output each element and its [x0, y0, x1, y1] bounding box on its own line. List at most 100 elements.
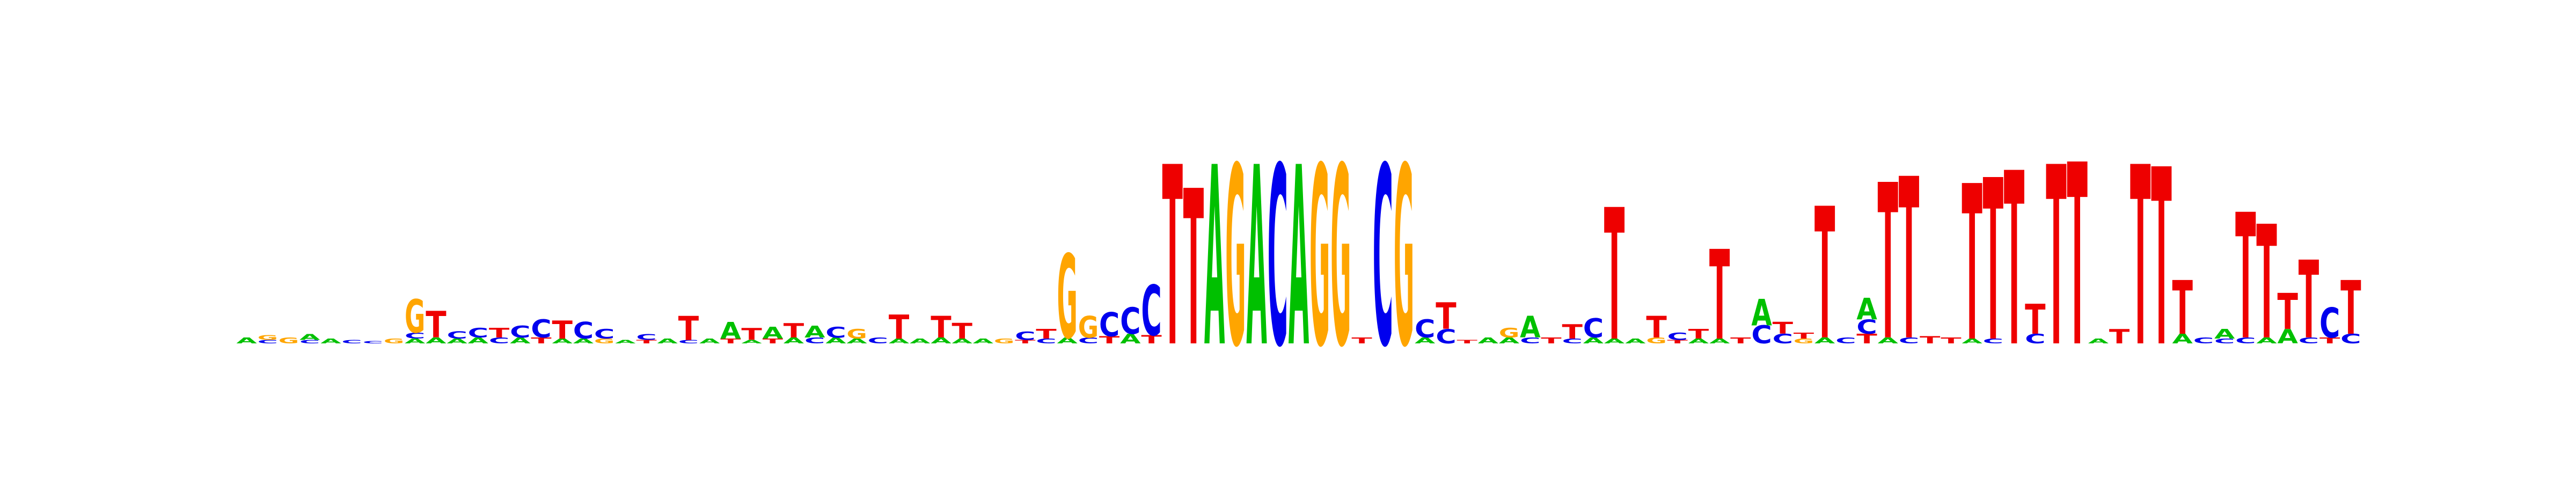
- logo-letter-stacks: A CG G CA A C C G ACG AT AC ACCT AC TC AT AC GC A TC A CT A TA…: [236, 113, 2361, 403]
- logo-letter-C-pos-42: C: [1099, 306, 1119, 344]
- logo-letter-T-pos-63: T: [1541, 336, 1561, 346]
- logo-letter-C-pos-11: C: [447, 330, 467, 341]
- logo-letter-T-pos-64: T: [1562, 321, 1583, 343]
- logo-letter-T-pos-74: T: [1773, 319, 1794, 338]
- logo-letter-T-pos-98: T: [2278, 283, 2298, 341]
- logo-letter-T-pos-66: T: [1604, 171, 1624, 381]
- logo-letter-C-pos-77: C: [1835, 336, 1856, 346]
- logo-letter-T-pos-10: T: [426, 304, 446, 346]
- logo-letter-T-pos-45: T: [1162, 116, 1183, 402]
- logo-letter-T-pos-79: T: [1878, 139, 1899, 387]
- logo-letter-T-pos-72: T: [1730, 336, 1751, 346]
- logo-letter-G-pos-61: G: [1499, 325, 1519, 341]
- logo-letter-G-pos-9: G: [405, 291, 425, 344]
- logo-letter-T-pos-22: T: [678, 309, 699, 348]
- logo-letter-T-pos-16: T: [552, 316, 573, 345]
- logo-letter-A-pos-26: A: [763, 324, 784, 343]
- logo-letter-C-pos-65: C: [1583, 313, 1604, 343]
- logo-letter-A-pos-36: A: [973, 337, 993, 345]
- logo-letter-C-pos-7: C: [363, 340, 383, 344]
- logo-letter-G-pos-37: G: [994, 337, 1014, 345]
- logo-letter-A-pos-49: A: [1246, 115, 1267, 401]
- logo-letter-A-pos-5: A: [320, 337, 341, 345]
- logo-letter-T-pos-13: T: [489, 326, 510, 341]
- logo-letter-A-pos-95: A: [2214, 327, 2235, 342]
- logo-letter-A-pos-33: A: [910, 337, 930, 345]
- logo-letter-T-pos-88: T: [2067, 113, 2088, 403]
- logo-letter-T-pos-71: T: [1709, 225, 1730, 368]
- logo-letter-C-pos-57: C: [1415, 314, 1435, 343]
- logo-letter-A-pos-19: A: [615, 339, 636, 345]
- logo-letter-T-pos-54: T: [1351, 336, 1372, 346]
- logo-letter-T-pos-32: T: [889, 308, 909, 347]
- logo-letter-A-pos-51: A: [1289, 115, 1309, 401]
- logo-letter-T-pos-83: T: [1962, 140, 1982, 388]
- logo-letter-T-pos-76: T: [1814, 170, 1835, 380]
- logo-letter-A-pos-28: A: [804, 322, 825, 342]
- logo-letter-C-pos-43: C: [1120, 301, 1140, 343]
- logo-letter-T-pos-87: T: [2046, 116, 2067, 402]
- logo-letter-G-pos-30: G: [846, 326, 867, 342]
- logo-letter-A-pos-47: A: [1204, 115, 1225, 401]
- logo-letter-G-pos-40: G: [1057, 231, 1078, 365]
- logo-letter-T-pos-82: T: [1941, 336, 1961, 346]
- logo-letter-T-pos-27: T: [784, 320, 804, 342]
- logo-letter-G-pos-2: G: [258, 334, 278, 341]
- logo-letter-A-pos-1: A: [236, 336, 257, 346]
- logo-letter-T-pos-84: T: [1983, 133, 2004, 391]
- logo-letter-C-pos-14: C: [510, 322, 530, 342]
- logo-letter-T-pos-96: T: [2235, 178, 2256, 378]
- logo-letter-A-pos-67: A: [1625, 337, 1645, 345]
- logo-letter-T-pos-34: T: [931, 310, 951, 344]
- logo-letter-C-pos-18: C: [594, 326, 614, 342]
- logo-letter-T-pos-85: T: [2004, 123, 2025, 400]
- logo-letter-A-pos-21: A: [657, 337, 678, 345]
- logo-letter-C-pos-17: C: [573, 318, 594, 344]
- logo-letter-T-pos-81: T: [1920, 334, 1941, 346]
- logo-letter-T-pos-75: T: [1794, 331, 1814, 341]
- logo-letter-C-pos-55: C: [1373, 116, 1393, 402]
- logo-letter-T-pos-86: T: [2025, 296, 2046, 344]
- logo-letter-T-pos-68: T: [1646, 310, 1666, 344]
- logo-letter-G-pos-41: G: [1078, 311, 1099, 345]
- logo-letter-A-pos-78: A: [1856, 292, 1877, 327]
- logo-letter-C-pos-50: C: [1268, 116, 1288, 402]
- logo-letter-T-pos-25: T: [741, 325, 762, 344]
- logo-letter-A-pos-89: A: [2088, 337, 2109, 345]
- logo-letter-T-pos-91: T: [2130, 116, 2151, 402]
- logo-letter-C-pos-15: C: [531, 314, 551, 343]
- logo-letter-C-pos-69: C: [1667, 331, 1688, 342]
- logo-letter-C-pos-100: C: [2319, 300, 2340, 348]
- logo-letter-G-pos-48: G: [1225, 115, 1246, 402]
- logo-letter-T-pos-70: T: [1688, 327, 1709, 342]
- logo-letter-A-pos-23: A: [699, 337, 720, 345]
- logo-letter-A-pos-60: A: [1478, 336, 1499, 346]
- logo-letter-T-pos-80: T: [1899, 131, 1920, 390]
- logo-letter-C-pos-20: C: [636, 332, 656, 342]
- logo-letter-T-pos-39: T: [1036, 327, 1057, 342]
- logo-letter-G-pos-52: G: [1309, 115, 1330, 402]
- logo-letter-A-pos-4: A: [299, 332, 320, 342]
- logo-letter-A-pos-73: A: [1751, 292, 1772, 334]
- logo-letter-G-pos-8: G: [384, 337, 404, 345]
- logo-letter-T-pos-99: T: [2299, 239, 2319, 363]
- logo-letter-C-pos-31: C: [868, 336, 888, 346]
- logo-letter-C-pos-94: C: [2193, 336, 2214, 346]
- logo-letter-C-pos-38: C: [1015, 329, 1035, 343]
- logo-letter-G-pos-56: G: [1394, 115, 1414, 402]
- logo-letter-C-pos-44: C: [1141, 272, 1161, 352]
- logo-letter-T-pos-90: T: [2109, 326, 2130, 348]
- logo-letter-T-pos-59: T: [1457, 339, 1477, 345]
- logo-letter-T-pos-46: T: [1183, 145, 1204, 393]
- logo-letter-T-pos-101: T: [2340, 265, 2361, 351]
- logo-letter-T-pos-35: T: [952, 319, 972, 344]
- logo-letter-C-pos-29: C: [825, 324, 846, 341]
- logo-letter-A-pos-24: A: [720, 317, 741, 344]
- logo-letter-C-pos-12: C: [468, 325, 488, 341]
- logo-letter-G-pos-3: G: [279, 336, 299, 346]
- logo-letter-A-pos-62: A: [1520, 310, 1541, 344]
- logo-letter-T-pos-97: T: [2256, 194, 2277, 374]
- logo-letter-T-pos-93: T: [2172, 265, 2193, 351]
